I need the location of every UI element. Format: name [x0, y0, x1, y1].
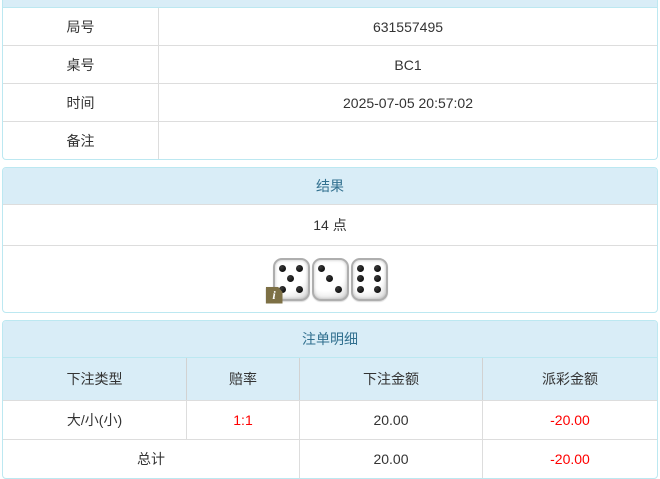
info-icon[interactable]: i: [265, 286, 283, 304]
column-header-odds: 赔率: [186, 358, 299, 400]
table-row-round-id: 局号 631557495: [3, 8, 657, 45]
bet-amount: 20.00: [299, 401, 482, 439]
bet-odds: 1:1: [186, 401, 299, 439]
round-id-value: 631557495: [372, 18, 444, 35]
table-row-table-id: 桌号 BC1: [3, 45, 657, 83]
total-amount: 20.00: [299, 440, 482, 478]
round-id-label: 局号: [3, 8, 159, 45]
die-face-3: [311, 257, 349, 301]
remark-value: [159, 122, 657, 159]
column-header-payout: 派彩金额: [482, 358, 657, 400]
dice-row: i: [3, 245, 657, 312]
bets-panel: 注单明细 下注类型 赔率 下注金额 派彩金额 大/小(小) 1:1 20.00 …: [2, 320, 658, 479]
result-panel-title: 结果: [3, 168, 657, 204]
column-header-bet-amount: 下注金额: [299, 358, 482, 400]
table-id-label: 桌号: [3, 46, 159, 83]
result-panel: 结果 14 点 i: [2, 167, 658, 313]
column-header-bet-type: 下注类型: [66, 371, 123, 387]
die-face-6: [350, 257, 388, 301]
total-payout: -20.00: [482, 440, 657, 478]
bet-row: 大/小(小) 1:1 20.00 -20.00: [3, 400, 657, 439]
table-id-value: BC1: [394, 56, 422, 73]
dice-group: i: [265, 257, 388, 304]
panel-heading-cutoff: [3, 0, 657, 8]
total-label: 总计: [137, 451, 165, 467]
table-row-remark: 备注: [3, 121, 657, 159]
bets-panel-title: 注单明细: [3, 321, 657, 357]
result-points: 14 点: [3, 204, 657, 245]
bets-header-row: 下注类型 赔率 下注金额 派彩金额: [3, 357, 657, 400]
table-row-time: 时间 2025-07-05 20:57:02: [3, 83, 657, 121]
time-label: 时间: [3, 84, 159, 121]
time-value: 2025-07-05 20:57:02: [343, 94, 473, 111]
bet-type: 大/小(小): [66, 412, 123, 428]
remark-label: 备注: [3, 122, 159, 159]
game-info-panel: 局号 631557495 桌号 BC1 时间 2025-07-05 20:57:…: [2, 0, 658, 160]
bet-payout: -20.00: [482, 401, 657, 439]
